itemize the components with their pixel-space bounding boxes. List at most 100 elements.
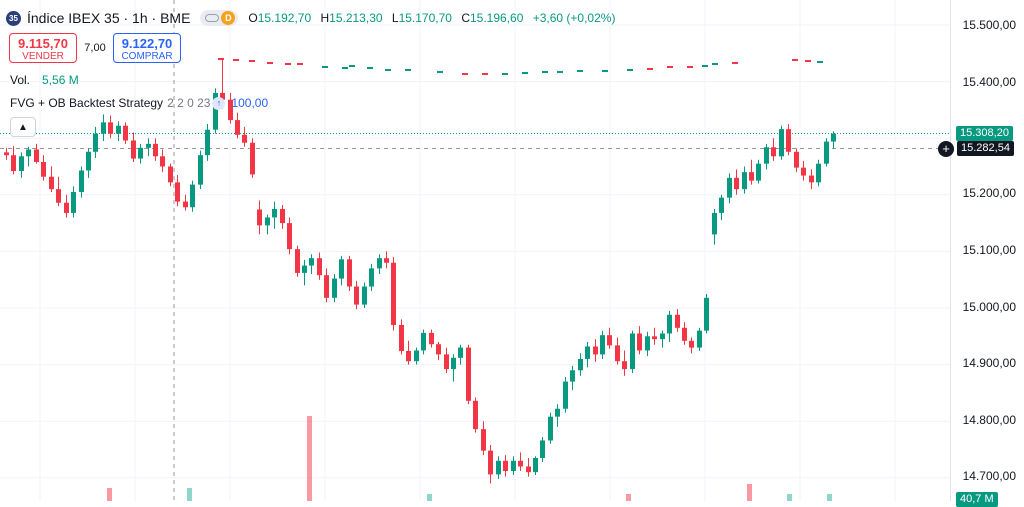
- chevron-up-icon: ▲: [18, 121, 28, 133]
- strategy-value: 100,00: [231, 96, 269, 110]
- candle-body: [41, 161, 46, 177]
- candle-body: [116, 125, 121, 134]
- candle-body: [727, 177, 732, 198]
- ohlc-open-key: O: [248, 11, 258, 25]
- candle-body: [86, 151, 91, 171]
- candle-body: [660, 333, 665, 340]
- candle-body: [771, 147, 776, 157]
- candle-body: [511, 460, 516, 472]
- delayed-data-badge[interactable]: D: [221, 11, 236, 25]
- volume-value: 5,56 M: [42, 73, 79, 87]
- candle-body: [458, 347, 463, 358]
- candle-body: [228, 99, 233, 121]
- volume-bar: [787, 494, 792, 501]
- candle-body: [526, 466, 531, 473]
- candle-body: [295, 249, 300, 273]
- candle-body: [257, 209, 262, 226]
- sell-label: VENDER: [22, 51, 64, 62]
- candle-body: [4, 152, 9, 156]
- candle-body: [786, 129, 791, 152]
- strategy-name: FVG + OB Backtest Strategy: [10, 96, 164, 110]
- candle-body: [675, 314, 680, 328]
- candle-body: [652, 336, 657, 340]
- strategy-legend[interactable]: FVG + OB Backtest Strategy 2 2 0 23 ↑ 10…: [10, 96, 268, 110]
- collapse-legend-button[interactable]: ▲: [10, 117, 36, 137]
- volume-label: Vol.: [10, 73, 31, 87]
- volume-legend[interactable]: Vol. 5,56 M: [10, 73, 79, 87]
- candle-body: [801, 167, 806, 176]
- candle-body: [347, 259, 352, 287]
- spread-value: 7,00: [84, 42, 106, 54]
- candle-body: [131, 140, 136, 159]
- candle-body: [704, 297, 709, 331]
- sell-price: 9.115,70: [18, 36, 68, 51]
- candle-body: [377, 258, 382, 269]
- price-axis-label: 15.400,00: [962, 75, 1016, 89]
- candle-body: [101, 122, 106, 134]
- ohlc-low-key: L: [391, 11, 399, 25]
- candle-body: [280, 208, 285, 224]
- candle-body: [235, 120, 240, 135]
- sell-button[interactable]: 9.115,70 VENDER: [9, 33, 77, 63]
- price-axis-label: 15.500,00: [962, 18, 1016, 32]
- candle-body: [198, 155, 203, 185]
- candle-body: [682, 327, 687, 341]
- symbol-title[interactable]: Índice IBEX 35 · 1h · BME: [27, 10, 191, 26]
- candle-body: [444, 354, 449, 370]
- candle-body: [585, 346, 590, 359]
- symbol-logo-icon: 35: [6, 10, 21, 26]
- candle-body: [362, 286, 367, 305]
- candle-body: [242, 134, 247, 143]
- strategy-report-icon[interactable]: ↑: [212, 96, 226, 110]
- candle-body: [399, 324, 404, 352]
- candle-body: [570, 370, 575, 382]
- candle-body: [153, 143, 158, 157]
- ohlc-close-key: C: [461, 11, 470, 25]
- last-price-label: 15.308,20: [956, 126, 1013, 141]
- buy-price: 9.122,70: [121, 36, 173, 51]
- candle-body: [734, 177, 739, 190]
- candle-body: [607, 335, 612, 346]
- candle-body: [719, 197, 724, 213]
- candle-body: [11, 155, 16, 172]
- visibility-pill[interactable]: D: [200, 10, 239, 26]
- candle-body: [324, 275, 329, 298]
- crosshair-price-label: 15.282,54: [957, 141, 1014, 156]
- candle-body: [600, 335, 605, 355]
- candle-body: [615, 345, 620, 362]
- candle-body: [265, 217, 270, 226]
- eye-icon[interactable]: [205, 14, 220, 22]
- candle-body: [473, 400, 478, 430]
- strategy-params: 2 2 0 23: [167, 96, 211, 110]
- candle-body: [503, 460, 508, 472]
- price-axis-label: 15.000,00: [962, 300, 1016, 314]
- candle-body: [451, 357, 456, 370]
- candle-body: [466, 347, 471, 401]
- candle-body: [108, 122, 113, 134]
- candle-body: [302, 265, 307, 273]
- ohlc-close: 15.196,60: [469, 11, 524, 25]
- candle-body: [369, 268, 374, 287]
- candle-body: [518, 460, 523, 467]
- candle-body: [816, 163, 821, 183]
- candle-body: [622, 361, 627, 370]
- candle-body: [593, 346, 598, 355]
- candle-body: [287, 223, 292, 250]
- candle-body: [533, 457, 538, 473]
- candle-body: [429, 332, 434, 345]
- candle-body: [71, 191, 76, 213]
- candle-body: [637, 333, 642, 351]
- plus-icon[interactable]: +: [938, 141, 954, 157]
- ohlc-change: +3,60 (+0,02%): [532, 11, 616, 25]
- candle-body: [317, 258, 322, 276]
- candle-body: [779, 129, 784, 157]
- candle-body: [168, 166, 173, 183]
- candle-body: [756, 163, 761, 181]
- buy-button[interactable]: 9.122,70 COMPRAR: [113, 33, 181, 63]
- candle-body: [220, 92, 225, 100]
- candle-body: [697, 330, 702, 348]
- candle-body: [190, 184, 195, 208]
- candle-body: [794, 151, 799, 168]
- price-axis-label: 15.200,00: [962, 186, 1016, 200]
